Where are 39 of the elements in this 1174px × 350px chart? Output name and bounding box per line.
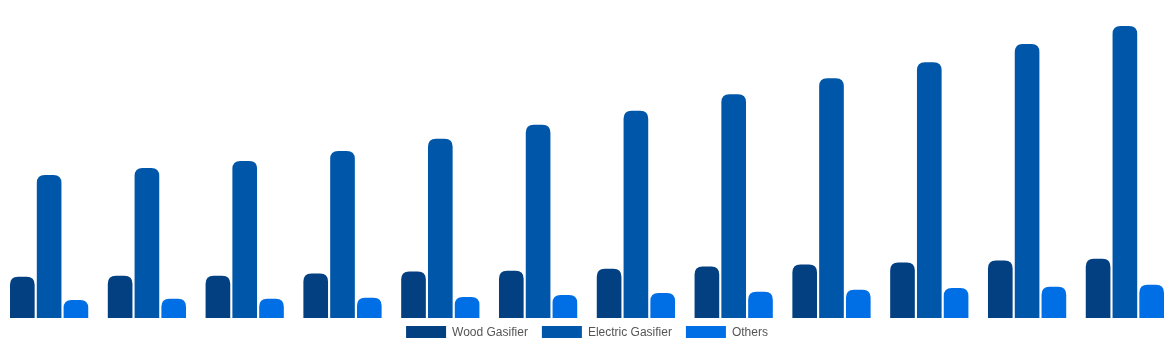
bar	[552, 294, 578, 318]
bar	[890, 262, 915, 318]
bar	[401, 271, 426, 318]
bar	[36, 174, 62, 318]
bar	[10, 276, 35, 318]
bar	[916, 62, 942, 318]
legend-label: Others	[731, 325, 768, 339]
legend-label: Wood Gasifier	[452, 325, 528, 339]
bar	[1041, 286, 1067, 318]
bar	[63, 299, 89, 318]
bar	[650, 292, 676, 318]
bar	[694, 266, 720, 318]
bar	[1085, 258, 1111, 318]
bar	[303, 273, 329, 318]
bar	[134, 167, 160, 318]
bar	[454, 296, 480, 318]
bar	[623, 110, 649, 318]
bar	[1139, 284, 1164, 318]
bar	[819, 78, 844, 318]
bar	[525, 124, 551, 318]
bar	[943, 287, 969, 318]
bar	[596, 268, 622, 318]
bar	[792, 264, 818, 318]
bar	[161, 298, 187, 318]
bar	[427, 138, 453, 318]
legend-label: Electric Gasifier	[587, 325, 672, 339]
bar	[330, 150, 355, 318]
bar	[107, 275, 133, 318]
bar	[356, 297, 382, 318]
bar	[232, 160, 258, 318]
bar	[498, 270, 524, 318]
bar	[748, 291, 773, 318]
bar	[259, 298, 284, 318]
bar	[205, 275, 231, 318]
bar	[987, 260, 1013, 318]
bar	[845, 289, 871, 318]
bar	[721, 94, 747, 318]
bar	[1112, 26, 1138, 318]
bar	[1014, 44, 1040, 318]
